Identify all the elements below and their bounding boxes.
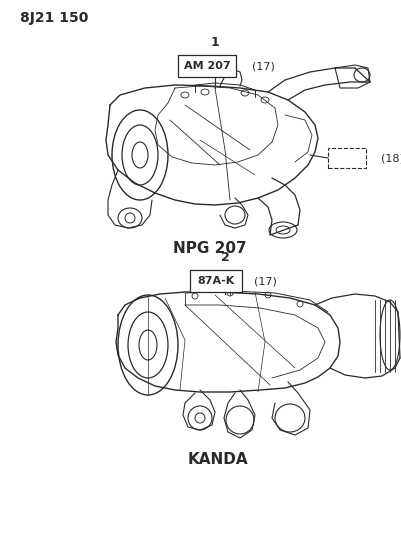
Text: (17): (17) <box>253 276 276 286</box>
Text: NPG 207: NPG 207 <box>173 240 246 255</box>
Text: KANDA: KANDA <box>187 453 248 467</box>
Text: 2: 2 <box>220 251 229 263</box>
Bar <box>190 270 241 292</box>
Text: (17): (17) <box>251 61 274 71</box>
Text: (18): (18) <box>380 153 401 163</box>
Bar <box>178 55 235 77</box>
Bar <box>327 148 365 168</box>
Text: 87A-K: 87A-K <box>197 276 234 286</box>
Text: AM 207: AM 207 <box>183 61 230 71</box>
Text: 8J21 150: 8J21 150 <box>20 11 88 25</box>
Text: 1: 1 <box>210 36 219 49</box>
